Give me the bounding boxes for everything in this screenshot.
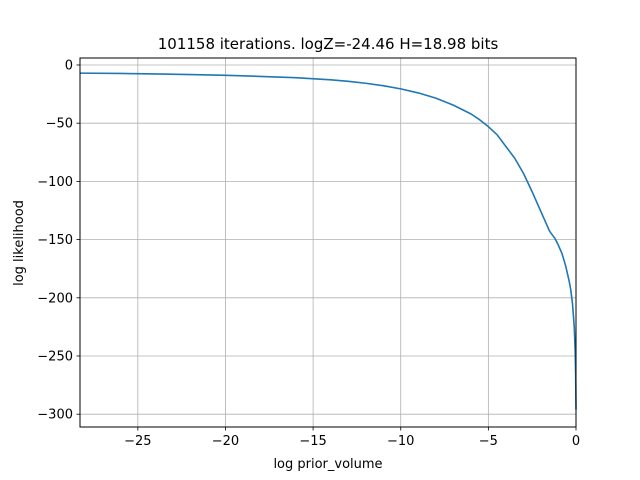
x-tick-label: −25	[124, 434, 151, 449]
x-tick-label: 0	[572, 434, 580, 449]
series-line	[79, 72, 577, 410]
x-axis-ticks: −25 −20 −15 −10 −5 0	[124, 427, 580, 449]
x-tick-label: −20	[212, 434, 239, 449]
y-tick-label: −100	[37, 175, 73, 190]
chart-title: 101158 iterations. logZ=-24.46 H=18.98 b…	[158, 35, 499, 53]
y-tick-label: −150	[37, 233, 73, 248]
x-axis-label: log prior_volume	[273, 457, 382, 472]
series-layer	[79, 72, 577, 410]
y-tick-label: 0	[65, 58, 73, 73]
y-tick-label: −200	[37, 291, 73, 306]
x-tick-label: −10	[387, 434, 414, 449]
y-tick-label: −50	[46, 117, 73, 132]
plot-frame	[79, 57, 577, 428]
x-tick-label: −15	[299, 434, 326, 449]
y-axis-label: log likelihood	[12, 200, 27, 286]
y-tick-label: −300	[37, 408, 73, 423]
y-tick-label: −250	[37, 349, 73, 364]
y-axis-ticks: 0 −50 −100 −150 −200 −250 −300	[37, 58, 80, 423]
grid	[80, 58, 577, 427]
x-tick-label: −5	[479, 434, 498, 449]
